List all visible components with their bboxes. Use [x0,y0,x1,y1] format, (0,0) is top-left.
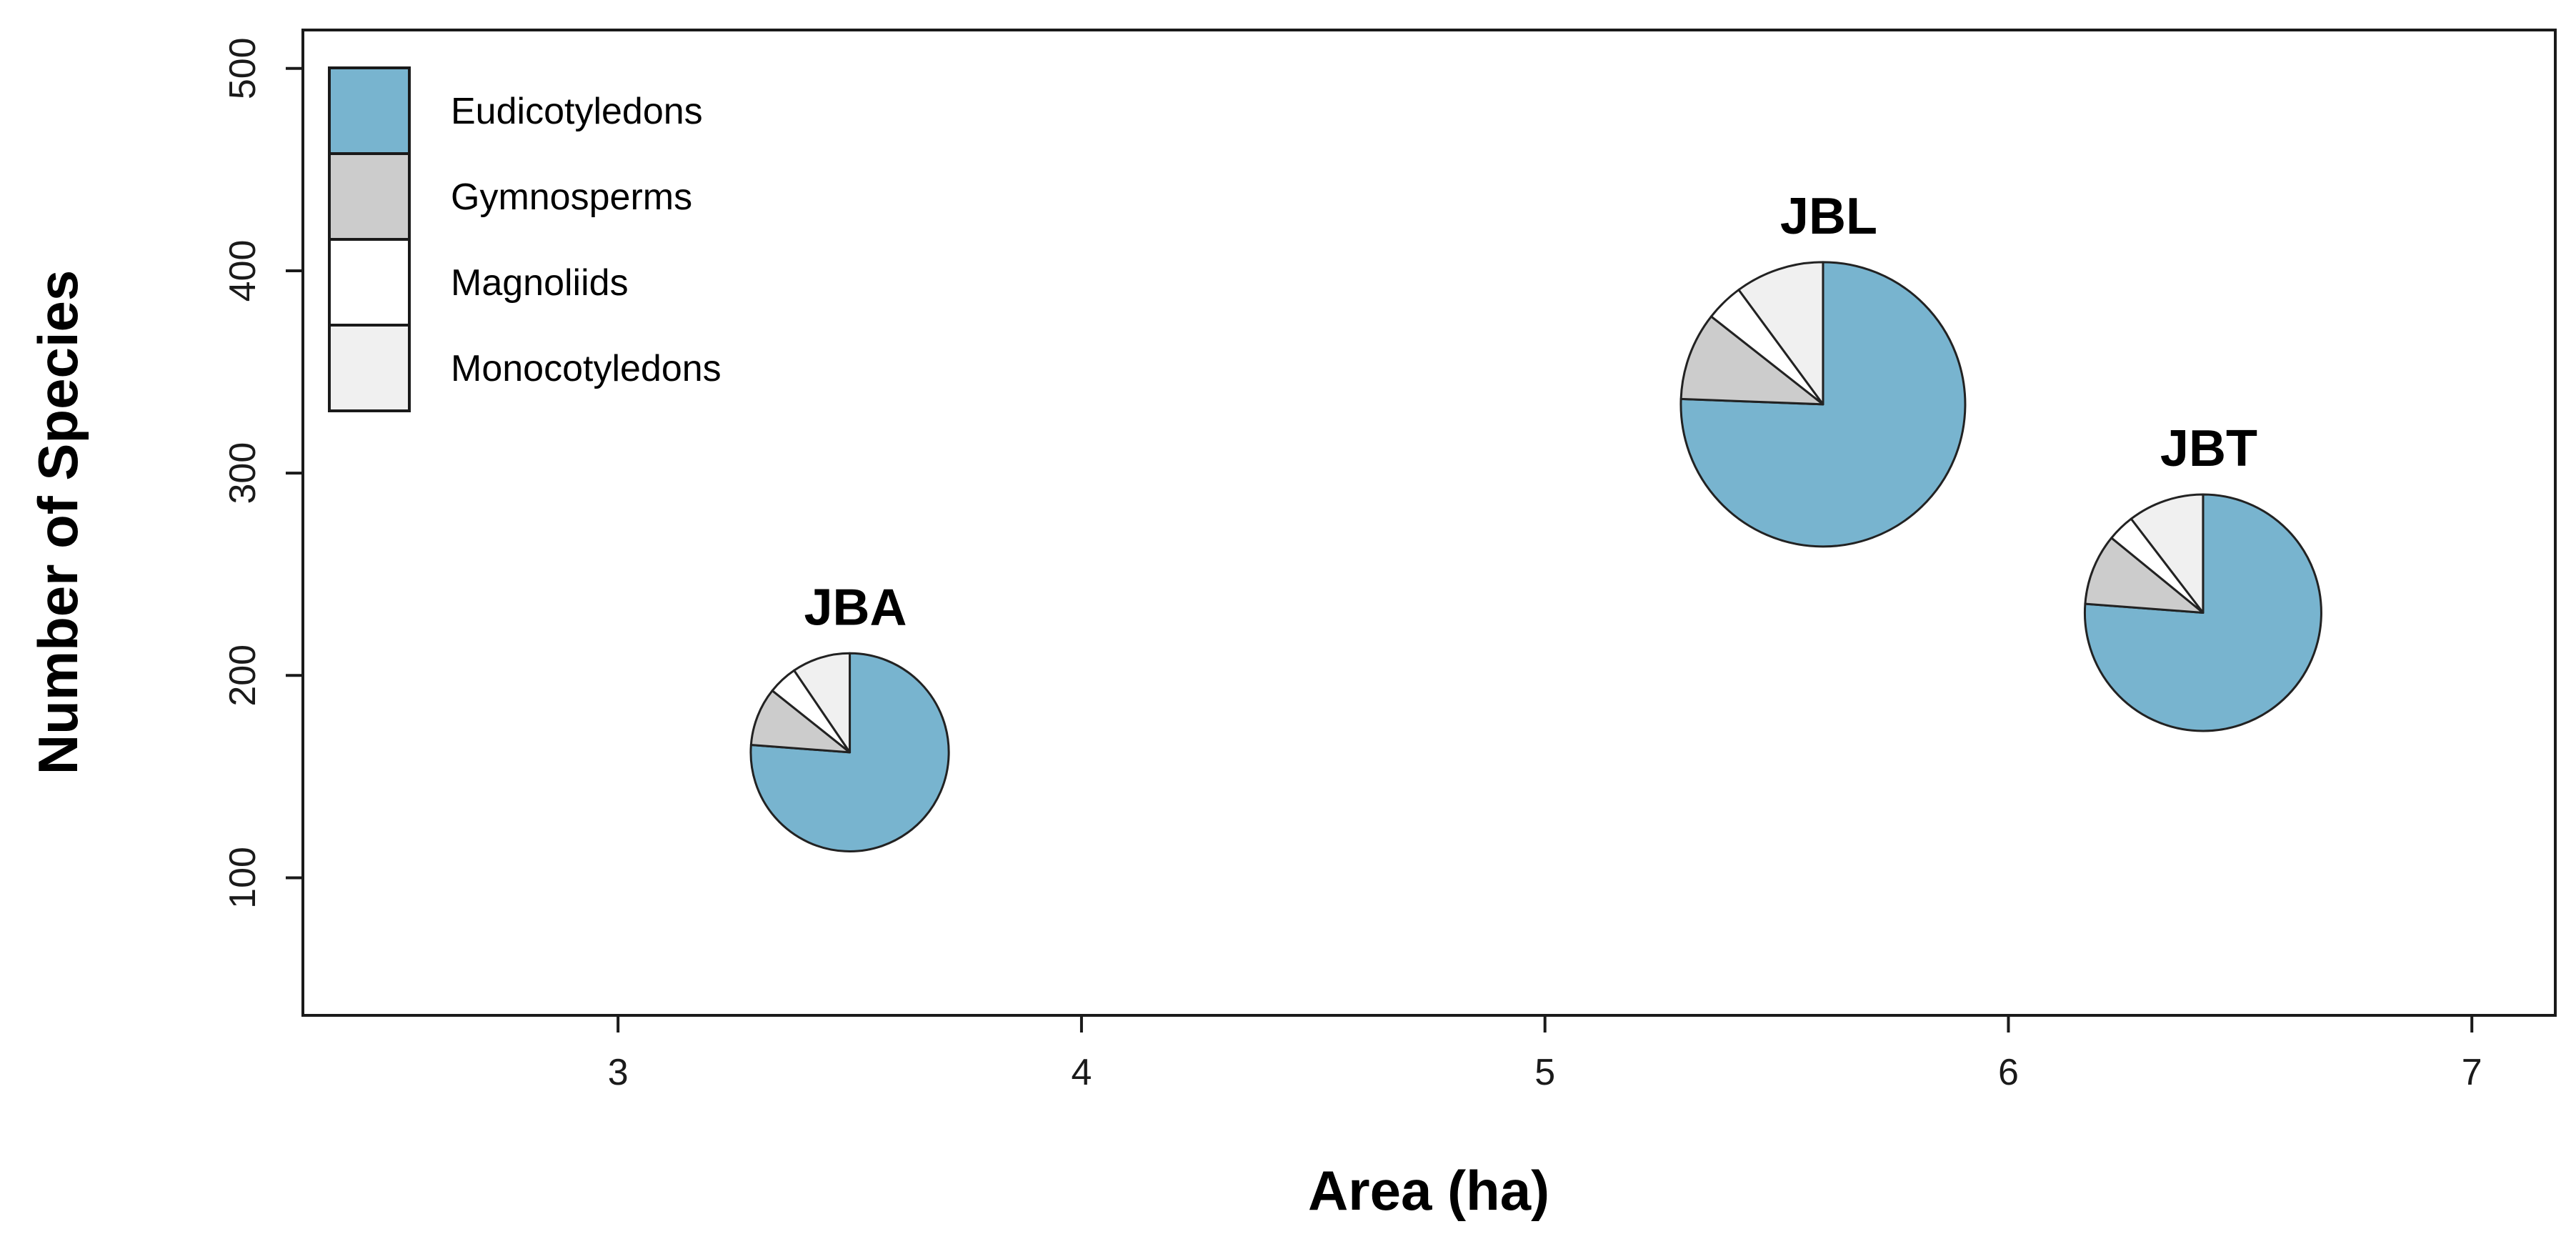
legend-swatch [328,152,411,241]
pie-jba: JBA [749,579,950,852]
pie-jbt: JBT [2083,420,2322,732]
pie-jbl: JBL [1679,188,1967,548]
pie-slice-gymnosperms [749,690,852,754]
legend-label: Monocotyledons [451,348,722,389]
legend-label: Gymnosperms [451,176,692,218]
y-tick-label: 500 [222,37,264,99]
y-tick-label: 300 [222,442,264,504]
legend-swatch [328,324,411,412]
pie-slice-eudicotyledons [2083,493,2322,732]
x-tick-label: 5 [1534,1052,1555,1093]
pie-markers: JBA JBL JBT [749,188,2322,852]
pie-slice-gymnosperms [2084,537,2205,614]
pie-slice-gymnosperms [1679,315,1824,406]
pie-label: JBA [804,579,907,636]
x-tick-label: 3 [608,1052,629,1093]
x-tick-label: 6 [1998,1052,2019,1093]
legend-label: Magnoliids [451,262,629,304]
legend: Eudicotyledons Gymnosperms Magnoliids Monoc… [328,66,722,412]
y-axis-title: Number of Species [26,270,89,775]
y-axis: 100 200 300 400 500 [222,37,304,909]
legend-swatch [328,238,411,327]
pie-label: JBL [1780,188,1877,245]
pie-slice-monocotyledons [2130,493,2205,614]
pie-slice-eudicotyledons [749,652,950,852]
y-tick-label: 100 [222,847,264,909]
x-axis: 3 4 5 6 7 [608,1014,2482,1093]
y-tick-label: 200 [222,645,264,707]
x-axis-title: Area (ha) [1308,1159,1549,1222]
x-tick-label: 7 [2462,1052,2482,1093]
legend-swatch [328,66,411,155]
pie-slice-monocotyledons [793,652,852,754]
y-tick-label: 400 [222,240,264,302]
legend-label: Eudicotyledons [451,91,703,132]
pie-slice-monocotyledons [1737,261,1824,406]
pie-label: JBT [2160,420,2257,477]
x-tick-label: 4 [1071,1052,1092,1093]
